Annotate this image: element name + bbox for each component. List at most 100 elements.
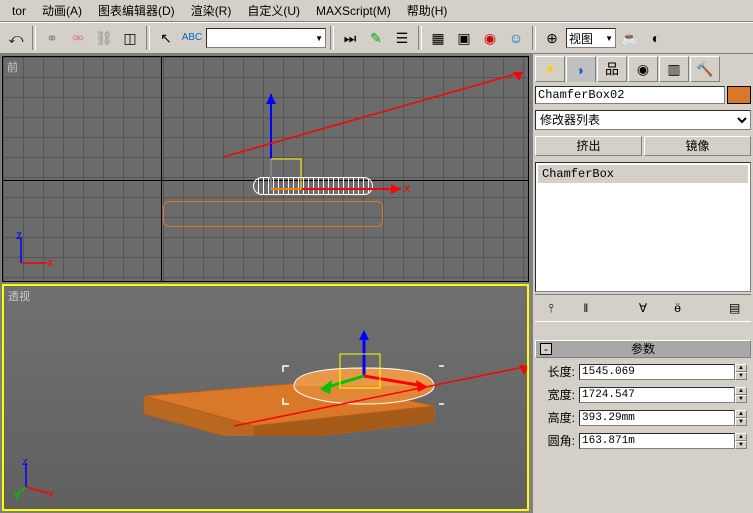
- toolbar-btn-ref[interactable]: ⊕: [540, 26, 564, 50]
- toolbar-separator: [532, 26, 536, 50]
- fillet-label: 圆角:: [539, 432, 575, 449]
- menu-graph-editors[interactable]: 图表编辑器(D): [90, 0, 183, 21]
- menu-tor[interactable]: tor: [4, 2, 34, 20]
- spacer: [703, 299, 709, 317]
- spinner-buttons[interactable]: ▲▼: [735, 364, 747, 380]
- object-name-input[interactable]: [535, 86, 725, 104]
- toolbar-btn-d[interactable]: ☺: [504, 26, 528, 50]
- tab-modify[interactable]: ◗: [566, 56, 596, 82]
- toolbar-btn-brush[interactable]: ✎: [364, 26, 388, 50]
- toolbar-separator: [330, 26, 334, 50]
- viewport-perspective[interactable]: 透视: [2, 284, 529, 512]
- pin-stack-button[interactable]: ⫯: [542, 299, 560, 317]
- panel-tabs: ✦ ◗ 品 ◉ ▥ 🔨: [535, 56, 751, 82]
- spin-up-icon[interactable]: ▲: [735, 364, 747, 372]
- tab-display[interactable]: ▥: [659, 56, 689, 82]
- viewport-label: 透视: [8, 288, 30, 304]
- bind-button[interactable]: ⛓: [92, 26, 116, 50]
- length-row: 长度: ▲▼: [539, 363, 747, 380]
- toolbar-btn-b[interactable]: ▣: [452, 26, 476, 50]
- toolbar-separator: [146, 26, 150, 50]
- toolbar-btn-1[interactable]: ⤺: [4, 26, 28, 50]
- tab-hierarchy[interactable]: 品: [597, 56, 627, 82]
- tool-icon: ◉: [484, 31, 496, 45]
- list-icon: ABC: [182, 33, 203, 43]
- menu-help[interactable]: 帮助(H): [399, 0, 456, 21]
- ref-coord-combo[interactable]: 视图 ▼: [566, 28, 616, 48]
- move-gizmo[interactable]: x: [261, 89, 411, 219]
- spinner-buttons[interactable]: ▲▼: [735, 410, 747, 426]
- toolbar-btn-5[interactable]: ◫: [118, 26, 142, 50]
- tab-utilities[interactable]: 🔨: [690, 56, 720, 82]
- menu-customize[interactable]: 自定义(U): [239, 0, 308, 21]
- axis-tripod: x y z: [14, 459, 54, 499]
- remove-mod-button[interactable]: ӫ: [669, 299, 687, 317]
- stack-item[interactable]: ChamferBox: [538, 165, 748, 183]
- toolbar-btn-last[interactable]: ◐: [644, 26, 668, 50]
- spinner-buttons[interactable]: ▲▼: [735, 387, 747, 403]
- length-input[interactable]: [579, 364, 735, 380]
- height-spinner[interactable]: ▲▼: [579, 410, 747, 426]
- select-name-button[interactable]: ABC: [180, 26, 204, 50]
- height-label: 高度:: [539, 409, 575, 426]
- modifier-stack[interactable]: ChamferBox: [535, 162, 751, 292]
- spin-down-icon[interactable]: ▼: [735, 395, 747, 403]
- viewport-front[interactable]: 前 x x z: [2, 56, 529, 282]
- configure-button[interactable]: ▤: [726, 299, 744, 317]
- teapot-icon: ☕: [621, 31, 638, 45]
- make-unique-button[interactable]: ∀: [634, 299, 652, 317]
- spin-down-icon[interactable]: ▼: [735, 418, 747, 426]
- svg-text:x: x: [48, 486, 54, 499]
- fillet-spinner[interactable]: ▲▼: [579, 433, 747, 449]
- object-chamferbox-3d: [124, 326, 444, 436]
- svg-text:x: x: [404, 181, 410, 195]
- toolbar-btn-a[interactable]: ▦: [426, 26, 450, 50]
- mirror-button[interactable]: 镜像: [644, 136, 751, 156]
- length-label: 长度:: [539, 363, 575, 380]
- parameters-rollout-header[interactable]: - 参数: [535, 340, 751, 358]
- show-result-button[interactable]: ‖: [577, 299, 595, 317]
- modifier-list-row: 修改器列表: [535, 110, 751, 130]
- width-input[interactable]: [579, 387, 735, 403]
- width-row: 宽度: ▲▼: [539, 386, 747, 403]
- toolbar-btn-teapot[interactable]: ☕: [618, 26, 642, 50]
- toolbar-btn-layers[interactable]: ☰: [390, 26, 414, 50]
- spin-up-icon[interactable]: ▲: [735, 410, 747, 418]
- brush-icon: ✎: [370, 31, 382, 45]
- spin-down-icon[interactable]: ▼: [735, 441, 747, 449]
- select-button[interactable]: ↖: [154, 26, 178, 50]
- spin-up-icon[interactable]: ▲: [735, 387, 747, 395]
- main-area: 前 x x z: [0, 54, 753, 513]
- command-panel: ✦ ◗ 品 ◉ ▥ 🔨 修改器列表 挤出 镜像 ChamferBox ⫯ ‖: [531, 54, 753, 513]
- utilities-icon: 🔨: [696, 62, 713, 76]
- width-spinner[interactable]: ▲▼: [579, 387, 747, 403]
- toolbar-btn-c[interactable]: ◉: [478, 26, 502, 50]
- object-color-swatch[interactable]: [727, 86, 751, 104]
- length-spinner[interactable]: ▲▼: [579, 364, 747, 380]
- hierarchy-icon: 品: [605, 62, 619, 76]
- width-label: 宽度:: [539, 386, 575, 403]
- menu-maxscript[interactable]: MAXScript(M): [308, 2, 399, 20]
- unique-icon: ∀: [639, 301, 647, 315]
- axis-tripod: x z: [13, 231, 53, 271]
- create-icon: ✦: [544, 62, 556, 76]
- spinner-buttons[interactable]: ▲▼: [735, 433, 747, 449]
- tool-icon: ☺: [509, 31, 523, 45]
- tool-icon: ◫: [123, 31, 136, 45]
- link-button[interactable]: ⚭: [40, 26, 64, 50]
- tab-motion[interactable]: ◉: [628, 56, 658, 82]
- remove-icon: ӫ: [674, 301, 681, 315]
- unlink-button[interactable]: ⚮: [66, 26, 90, 50]
- fillet-input[interactable]: [579, 433, 735, 449]
- spin-down-icon[interactable]: ▼: [735, 372, 747, 380]
- selection-filter-combo[interactable]: ▼: [206, 28, 326, 48]
- menu-render[interactable]: 渲染(R): [183, 0, 240, 21]
- modifier-list-combo[interactable]: 修改器列表: [535, 110, 751, 130]
- height-input[interactable]: [579, 410, 735, 426]
- spin-up-icon[interactable]: ▲: [735, 433, 747, 441]
- svg-text:z: z: [16, 231, 22, 242]
- toolbar-btn-next[interactable]: ⏭: [338, 26, 362, 50]
- extrude-button[interactable]: 挤出: [535, 136, 642, 156]
- menu-animation[interactable]: 动画(A): [34, 0, 90, 21]
- tab-create[interactable]: ✦: [535, 56, 565, 82]
